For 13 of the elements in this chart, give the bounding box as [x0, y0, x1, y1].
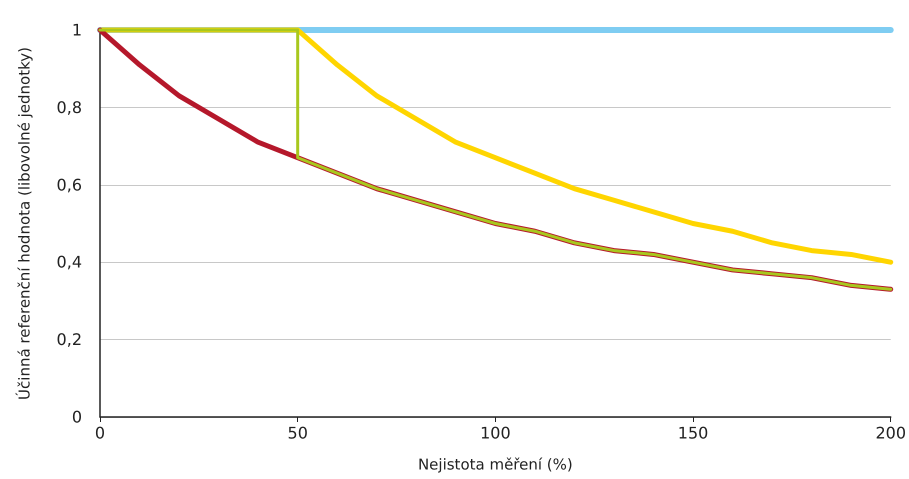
- y-axis-title: Účinná referenční hodnota (libovolné jednotky): [16, 47, 34, 400]
- y-tick-label: 0,2: [56, 330, 82, 350]
- x-tick-label: 150: [678, 424, 708, 442]
- y-tick-label: 1: [72, 20, 82, 40]
- x-axis-title: Nejistota měření (%): [418, 456, 573, 474]
- y-tick-label: 0: [72, 408, 82, 426]
- x-tick-label: 50: [288, 424, 308, 442]
- x-tick-label: 200: [875, 424, 906, 442]
- y-tick-label: 0,4: [56, 252, 82, 272]
- y-tick-label: 0,6: [56, 175, 82, 194]
- y-tick-label: 0,8: [56, 98, 82, 117]
- x-tick-label: 0: [94, 424, 106, 442]
- x-tick-label: 100: [480, 424, 511, 442]
